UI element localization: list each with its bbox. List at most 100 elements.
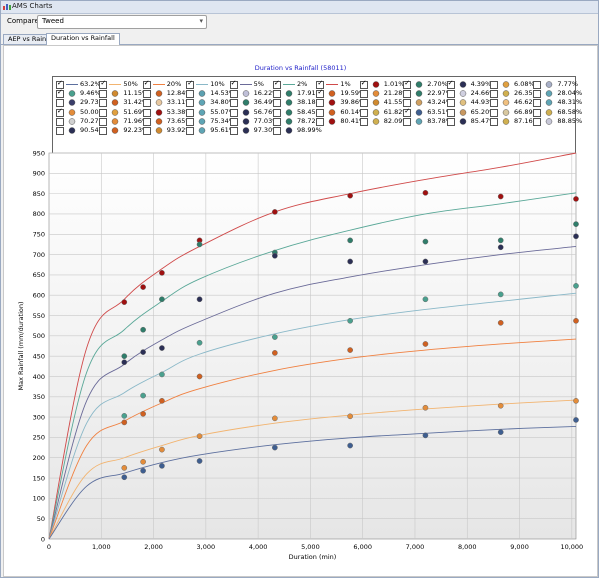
legend-checkbox[interactable] <box>490 81 498 89</box>
legend-checkbox[interactable] <box>56 88 64 99</box>
legend-checkbox[interactable] <box>446 90 455 99</box>
legend-checkbox[interactable] <box>229 117 238 126</box>
legend-checkbox[interactable] <box>186 108 195 117</box>
data-point <box>196 296 203 303</box>
legend-checkbox[interactable] <box>229 90 238 99</box>
compare-label: Compare to: <box>7 17 51 25</box>
legend-checkbox[interactable] <box>186 99 195 108</box>
legend-checkbox[interactable] <box>533 81 542 89</box>
legend-checkbox[interactable] <box>99 117 108 126</box>
y-tick-label: 300 <box>33 413 45 421</box>
legend-checkbox[interactable] <box>273 99 281 108</box>
legend-label: 21.28% <box>383 89 409 98</box>
legend-checkbox[interactable] <box>142 79 151 89</box>
legend-checkbox[interactable] <box>446 99 455 108</box>
legend-checkbox[interactable] <box>99 108 108 117</box>
legend-checkbox[interactable] <box>490 90 498 99</box>
y-tick-label: 600 <box>33 292 45 300</box>
data-point <box>347 192 353 199</box>
legend-checkbox[interactable] <box>99 79 108 89</box>
data-point <box>140 411 146 417</box>
chart-plot: 0 1,000 2,000 3,000 4,000 5,000 6,000 7,000 8,00… <box>17 149 583 561</box>
legend-checkbox[interactable] <box>533 117 542 126</box>
curve-1pct <box>48 152 577 540</box>
legend-label: 60.14% <box>340 107 366 116</box>
legend-checkbox[interactable] <box>142 127 151 135</box>
legend-checkbox[interactable] <box>490 99 498 108</box>
legend-dot-swatch <box>198 118 206 125</box>
legend-checkbox[interactable] <box>490 117 498 126</box>
legend-checkbox[interactable] <box>229 99 238 108</box>
legend-checkbox[interactable] <box>142 108 151 117</box>
legend-checkbox[interactable] <box>403 79 412 89</box>
legend-checkbox[interactable] <box>186 117 195 126</box>
legend-checkbox[interactable] <box>446 108 455 117</box>
legend-checkbox[interactable] <box>142 90 151 99</box>
legend-checkbox[interactable] <box>316 117 325 126</box>
legend-checkbox[interactable] <box>142 99 151 108</box>
data-point <box>497 319 504 326</box>
legend-checkbox[interactable] <box>359 99 368 108</box>
legend-checkbox[interactable] <box>446 79 455 89</box>
legend-checkbox[interactable] <box>316 88 325 99</box>
data-point <box>272 209 278 215</box>
legend-checkbox[interactable] <box>359 117 368 126</box>
y-tick-label: 700 <box>33 251 45 259</box>
legend-label: 88.85% <box>557 116 583 125</box>
legend-line-swatch <box>326 84 339 85</box>
legend-checkbox[interactable] <box>142 117 151 126</box>
legend-checkbox[interactable] <box>99 90 108 99</box>
legend-checkbox[interactable] <box>56 117 64 126</box>
legend-checkbox[interactable] <box>56 127 64 135</box>
legend-checkbox[interactable] <box>229 79 238 89</box>
legend-checkbox[interactable] <box>403 107 412 117</box>
legend-checkbox[interactable] <box>316 99 325 108</box>
compare-select-value: Tweed <box>42 17 64 25</box>
legend-checkbox[interactable] <box>99 99 108 108</box>
legend-checkbox[interactable] <box>446 117 455 126</box>
legend-checkbox[interactable] <box>273 79 281 89</box>
data-point <box>140 392 146 399</box>
legend-checkbox[interactable] <box>99 127 108 135</box>
legend-checkbox[interactable] <box>533 99 542 108</box>
legend-checkbox[interactable] <box>533 108 542 117</box>
legend-checkbox[interactable] <box>403 117 412 126</box>
legend-dot-swatch <box>198 99 206 107</box>
legend-checkbox[interactable] <box>273 127 281 135</box>
chevron-down-icon[interactable]: ▾ <box>199 17 203 25</box>
legend-checkbox[interactable] <box>186 79 195 89</box>
legend-dot-swatch <box>155 99 163 107</box>
legend-label: 95.61% <box>210 126 235 134</box>
legend-dot-swatch <box>242 118 249 125</box>
legend-checkbox[interactable] <box>186 127 195 135</box>
legend-checkbox[interactable] <box>359 79 368 89</box>
legend-label: 92.23% <box>123 126 149 134</box>
data-point <box>347 413 353 420</box>
legend-label: 39.86% <box>340 98 366 107</box>
legend-label: 93.92% <box>166 126 192 134</box>
legend-checkbox[interactable] <box>273 108 281 117</box>
legend-label: 41.55% <box>383 98 409 107</box>
legend-checkbox[interactable] <box>229 108 238 117</box>
legend-checkbox[interactable] <box>186 90 195 99</box>
legend-checkbox[interactable] <box>273 90 281 99</box>
legend-checkbox[interactable] <box>273 117 281 126</box>
legend-checkbox[interactable] <box>359 108 368 117</box>
data-point <box>272 444 278 451</box>
compare-select[interactable]: Tweed ▾ <box>37 15 207 29</box>
data-point <box>272 334 278 340</box>
legend-checkbox[interactable] <box>533 90 542 99</box>
data-point <box>497 291 504 298</box>
legend-checkbox[interactable] <box>359 90 368 99</box>
legend-checkbox[interactable] <box>490 108 498 117</box>
legend-dot-swatch <box>459 99 466 107</box>
legend-checkbox[interactable] <box>403 90 412 99</box>
legend-checkbox[interactable] <box>229 127 238 135</box>
data-point <box>140 458 146 465</box>
legend-checkbox[interactable] <box>316 108 325 117</box>
legend-label: 65.20% <box>470 107 496 116</box>
tab-duration-vs-rainfall[interactable]: Duration vs Rainfall <box>46 33 120 45</box>
legend-dot-swatch <box>112 118 119 125</box>
legend-checkbox[interactable] <box>56 107 64 117</box>
data-point <box>140 284 146 290</box>
